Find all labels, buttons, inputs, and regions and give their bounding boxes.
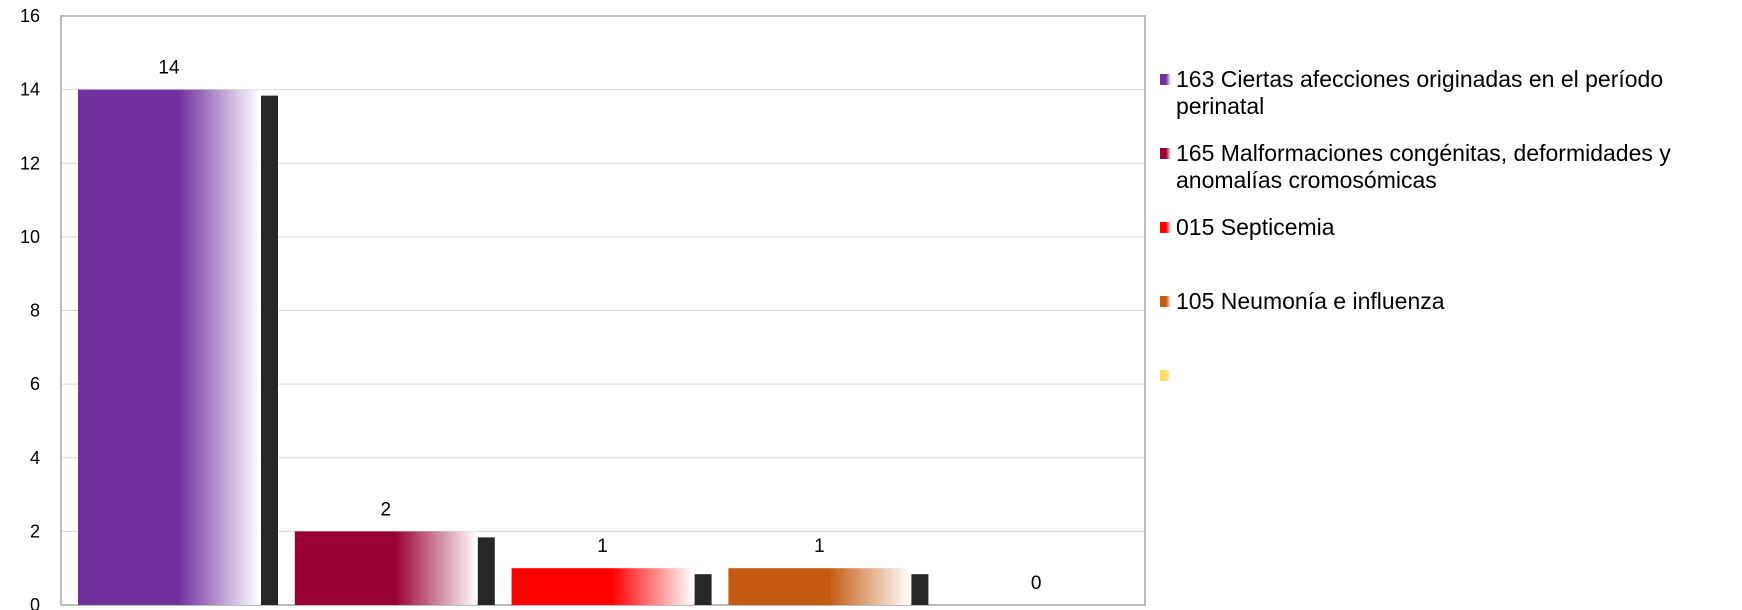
y-tick-label: 10 — [20, 227, 40, 247]
y-axis: 0 2 4 6 8 10 12 14 16 — [20, 6, 40, 610]
data-label: 1 — [597, 536, 608, 557]
data-labels: 14 2 1 1 0 — [158, 58, 1041, 594]
data-label: 2 — [381, 499, 392, 520]
legend-label: 165 Malformaciones congénitas, deformida… — [1176, 140, 1671, 193]
bar — [78, 89, 260, 605]
y-tick-label: 0 — [30, 595, 40, 610]
y-tick-label: 14 — [20, 80, 40, 100]
data-label: 1 — [814, 536, 825, 557]
bar-shadow — [694, 574, 712, 605]
bar-shadow — [911, 574, 929, 605]
legend-item — [1160, 362, 1736, 381]
y-tick-label: 2 — [30, 521, 40, 541]
legend-swatch — [1160, 74, 1171, 85]
data-label: 0 — [1031, 573, 1042, 594]
y-tick-label: 4 — [30, 448, 40, 468]
y-tick-label: 16 — [20, 6, 40, 26]
bar — [294, 531, 477, 605]
bars — [78, 89, 929, 605]
data-label: 14 — [158, 58, 180, 79]
legend-label: 105 Neumonía e influenza — [1176, 288, 1445, 314]
legend-label: 015 Septicemia — [1176, 214, 1335, 240]
legend-item: 015 Septicemia — [1160, 214, 1736, 241]
legend-label: 163 Ciertas afecciones originadas en el … — [1176, 66, 1664, 119]
y-tick-label: 12 — [20, 153, 40, 173]
legend-item: 163 Ciertas afecciones originadas en el … — [1160, 66, 1736, 120]
legend-swatch — [1160, 370, 1171, 381]
legend-swatch — [1160, 296, 1171, 307]
legend-item: 165 Malformaciones congénitas, deformida… — [1160, 140, 1736, 194]
y-tick-label: 8 — [30, 301, 40, 321]
y-tick-label: 6 — [30, 374, 40, 394]
bar — [511, 568, 694, 605]
bar — [728, 568, 911, 605]
bar-shadow — [477, 537, 495, 605]
legend-swatch — [1160, 222, 1171, 233]
legend-swatch — [1160, 148, 1171, 159]
legend-item: 105 Neumonía e influenza — [1160, 288, 1736, 315]
bar-shadow — [261, 95, 278, 605]
